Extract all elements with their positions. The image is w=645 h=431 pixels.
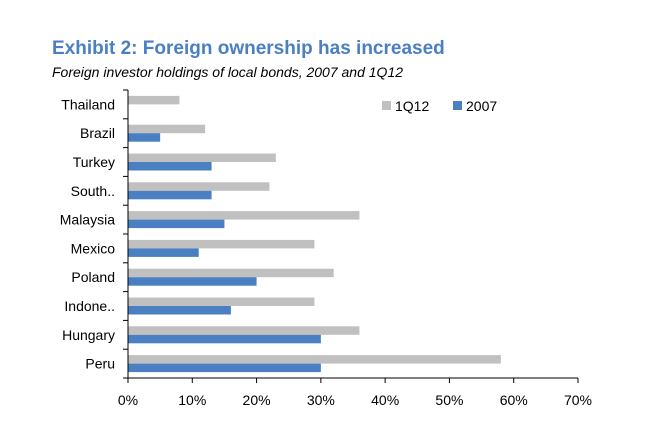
- bar-2007-south: [128, 190, 212, 200]
- category-label-mexico: Mexico: [71, 240, 116, 256]
- x-tick-label: 20%: [243, 392, 271, 408]
- bar-1q12-hungary: [128, 326, 360, 335]
- category-label-indone: Indone..: [64, 298, 115, 314]
- legend-label-2007: 2007: [466, 98, 497, 114]
- x-tick-label: 50%: [435, 392, 463, 408]
- chart-subtitle: Foreign investor holdings of local bonds…: [52, 64, 404, 80]
- bar-1q12-poland: [128, 268, 334, 278]
- bar-1q12-south: [128, 182, 270, 191]
- bar-2007-malaysia: [128, 219, 225, 229]
- bar-2007-mexico: [128, 248, 199, 257]
- x-tick-label: 10%: [178, 392, 206, 408]
- bar-1q12-peru: [128, 355, 501, 364]
- bar-1q12-turkey: [128, 153, 276, 162]
- category-label-turkey: Turkey: [73, 154, 115, 170]
- chart-title: Exhibit 2: Foreign ownership has increas…: [52, 38, 445, 59]
- bar-2007-indone: [128, 306, 231, 315]
- x-tick-label: 60%: [500, 392, 528, 408]
- x-tick-label: 30%: [307, 392, 335, 408]
- category-label-south: South..: [71, 183, 115, 199]
- category-label-thailand: Thailand: [61, 96, 115, 112]
- category-label-brazil: Brazil: [80, 125, 115, 141]
- bar-2007-poland: [128, 277, 257, 286]
- x-tick-label: 40%: [371, 392, 399, 408]
- bar-2007-hungary: [128, 334, 321, 344]
- bar-1q12-mexico: [128, 239, 315, 249]
- bar-1q12-brazil: [128, 124, 206, 134]
- category-label-poland: Poland: [71, 269, 115, 285]
- bar-1q12-thailand: [128, 95, 180, 105]
- category-label-hungary: Hungary: [62, 327, 115, 343]
- bar-1q12-indone: [128, 297, 315, 306]
- x-tick-label: 0%: [118, 392, 138, 408]
- x-tick-label: 70%: [564, 392, 592, 408]
- bar-2007-peru: [128, 363, 321, 373]
- category-label-peru: Peru: [85, 356, 115, 372]
- legend-swatch-1q12: [382, 101, 391, 110]
- legend-label-1q12: 1Q12: [395, 98, 429, 114]
- bar-2007-brazil: [128, 133, 161, 142]
- bar-2007-turkey: [128, 162, 212, 171]
- legend-swatch-2007: [453, 101, 462, 110]
- category-label-malaysia: Malaysia: [60, 212, 115, 228]
- bar-1q12-malaysia: [128, 211, 360, 220]
